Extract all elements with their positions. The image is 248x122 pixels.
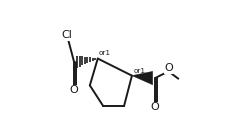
- Text: O: O: [165, 63, 174, 73]
- Text: O: O: [151, 102, 159, 112]
- Text: or1: or1: [133, 68, 145, 74]
- Text: Cl: Cl: [61, 30, 72, 40]
- Polygon shape: [132, 71, 153, 85]
- Text: or1: or1: [99, 50, 111, 56]
- Text: O: O: [70, 85, 78, 95]
